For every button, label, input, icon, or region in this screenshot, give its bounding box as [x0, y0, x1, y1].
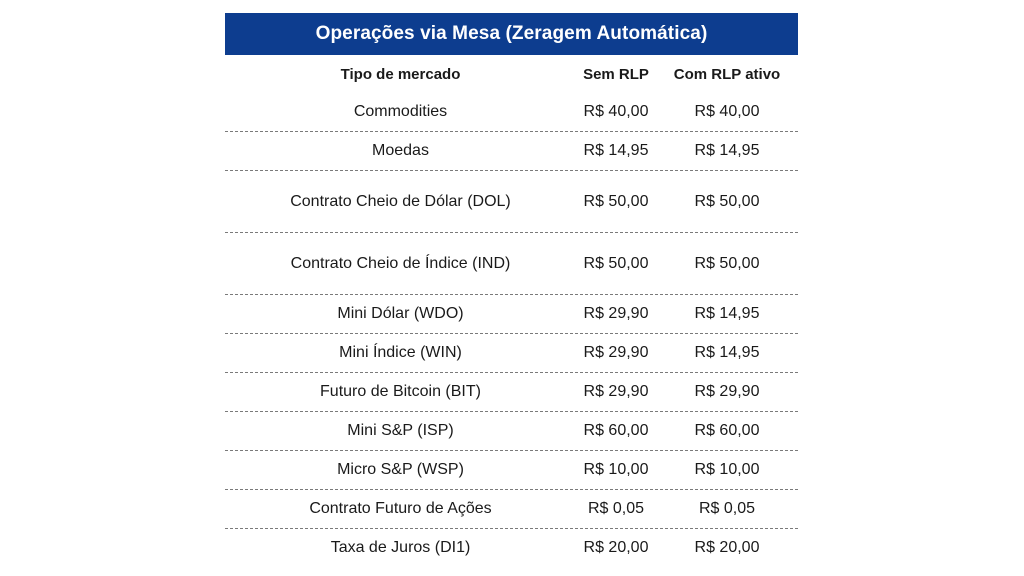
- cell-com-rlp: R$ 10,00: [694, 461, 760, 478]
- cell-sem-rlp: R$ 40,00: [583, 103, 649, 120]
- cell-sem-rlp: R$ 29,90: [583, 344, 649, 361]
- cell-com-rlp: R$ 50,00: [694, 254, 760, 272]
- header-market-type: Tipo de mercado: [340, 65, 461, 83]
- cell-sem-rlp: R$ 50,00: [583, 192, 649, 210]
- cell-com-rlp: R$ 14,95: [694, 142, 760, 159]
- cell-com-rlp: R$ 0,05: [698, 500, 756, 517]
- table-row: Mini Dólar (WDO) R$ 29,90 R$ 14,95: [225, 295, 798, 334]
- cell-market: Contrato Futuro de Ações: [309, 500, 492, 517]
- cell-market: Taxa de Juros (DI1): [330, 539, 471, 556]
- cell-sem-rlp: R$ 14,95: [583, 142, 649, 159]
- table-row: Contrato Cheio de Dólar (DOL) R$ 50,00 R…: [225, 171, 798, 233]
- cell-market: Moedas: [372, 142, 429, 159]
- table-row: Contrato Futuro de Ações R$ 0,05 R$ 0,05: [225, 490, 798, 529]
- cell-market: Mini Dólar (WDO): [337, 305, 464, 322]
- cell-market: Commodities: [353, 103, 448, 120]
- cell-com-rlp: R$ 60,00: [694, 422, 760, 439]
- cell-market: Contrato Cheio de Dólar (DOL): [290, 192, 511, 210]
- cell-market: Futuro de Bitcoin (BIT): [320, 383, 481, 400]
- table-row: Commodities R$ 40,00 R$ 40,00: [225, 93, 798, 132]
- table-row: Micro S&P (WSP) R$ 10,00 R$ 10,00: [225, 451, 798, 490]
- header-sem-rlp: Sem RLP: [583, 65, 649, 83]
- cell-com-rlp: R$ 29,90: [694, 383, 760, 400]
- cell-com-rlp: R$ 20,00: [694, 539, 760, 556]
- cell-sem-rlp: R$ 50,00: [583, 254, 649, 272]
- cell-sem-rlp: R$ 0,05: [587, 500, 645, 517]
- cell-sem-rlp: R$ 10,00: [583, 461, 649, 478]
- table-header-row: Tipo de mercado Sem RLP Com RLP ativo: [225, 55, 798, 93]
- cell-sem-rlp: R$ 29,90: [583, 383, 649, 400]
- cell-sem-rlp: R$ 29,90: [583, 305, 649, 322]
- table-row: Contrato Cheio de Índice (IND) R$ 50,00 …: [225, 233, 798, 295]
- cell-sem-rlp: R$ 20,00: [583, 539, 649, 556]
- cell-com-rlp: R$ 14,95: [694, 344, 760, 361]
- cell-com-rlp: R$ 50,00: [694, 192, 760, 210]
- cell-com-rlp: R$ 40,00: [694, 103, 760, 120]
- table-row: Taxa de Juros (DI1) R$ 20,00 R$ 20,00: [225, 529, 798, 567]
- header-com-rlp: Com RLP ativo: [673, 65, 781, 83]
- fees-table: Operações via Mesa (Zeragem Automática) …: [225, 13, 798, 567]
- table-row: Futuro de Bitcoin (BIT) R$ 29,90 R$ 29,9…: [225, 373, 798, 412]
- table-title: Operações via Mesa (Zeragem Automática): [225, 13, 798, 55]
- cell-sem-rlp: R$ 60,00: [583, 422, 649, 439]
- table-row: Mini Índice (WIN) R$ 29,90 R$ 14,95: [225, 334, 798, 373]
- table-row: Moedas R$ 14,95 R$ 14,95: [225, 132, 798, 171]
- cell-market: Mini S&P (ISP): [347, 422, 454, 439]
- table-row: Mini S&P (ISP) R$ 60,00 R$ 60,00: [225, 412, 798, 451]
- cell-market: Mini Índice (WIN): [339, 344, 462, 361]
- cell-market: Contrato Cheio de Índice (IND): [290, 254, 511, 272]
- cell-com-rlp: R$ 14,95: [694, 305, 760, 322]
- cell-market: Micro S&P (WSP): [337, 461, 464, 478]
